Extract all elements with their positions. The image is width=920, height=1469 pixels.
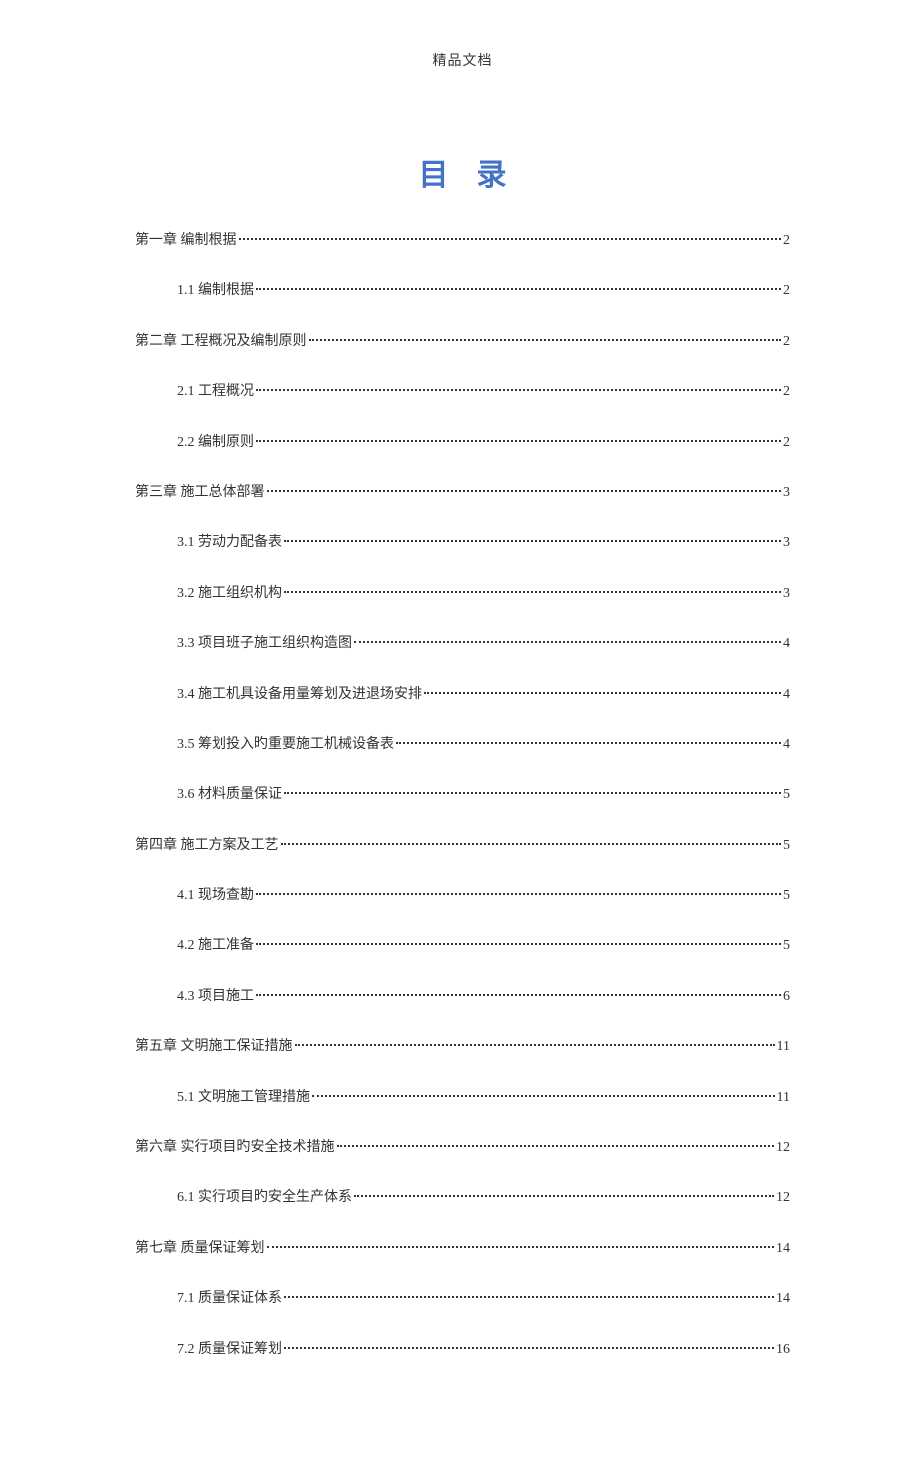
toc-entry-page: 6: [783, 986, 790, 1008]
toc-entry-page: 4: [783, 633, 790, 655]
toc-entry-page: 2: [783, 331, 790, 353]
toc-entry-label: 第三章 施工总体部署: [135, 482, 265, 504]
toc-leader-dots: [256, 943, 781, 945]
toc-entry-label: 7.2 质量保证筹划: [177, 1339, 282, 1361]
toc-leader-dots: [295, 1044, 775, 1046]
toc-entry-page: 3: [783, 482, 790, 504]
toc-entry-page: 5: [783, 784, 790, 806]
toc-title: 目录: [135, 150, 790, 194]
toc-leader-dots: [284, 1347, 774, 1349]
toc-entry: 2.1 工程概况 2: [135, 381, 790, 403]
toc-entry: 4.3 项目施工 6: [135, 986, 790, 1008]
toc-leader-dots: [256, 440, 781, 442]
toc-entry-label: 第四章 施工方案及工艺: [135, 835, 279, 857]
toc-entry: 3.3 项目班子施工组织构造图 4: [135, 633, 790, 655]
toc-entry-page: 11: [777, 1087, 790, 1109]
toc-entry-label: 3.3 项目班子施工组织构造图: [177, 633, 352, 655]
toc-leader-dots: [284, 540, 781, 542]
toc-leader-dots: [256, 389, 781, 391]
toc-entry-label: 2.1 工程概况: [177, 381, 254, 403]
toc-entry-label: 3.6 材料质量保证: [177, 784, 282, 806]
toc-entry-label: 4.1 现场查勘: [177, 885, 254, 907]
toc-entry-label: 4.2 施工准备: [177, 935, 254, 957]
toc-entry-label: 3.2 施工组织机构: [177, 583, 282, 605]
toc-leader-dots: [256, 288, 781, 290]
toc-leader-dots: [239, 238, 782, 240]
toc-entry-page: 12: [776, 1137, 790, 1159]
toc-entry-label: 3.4 施工机具设备用量筹划及进退场安排: [177, 684, 422, 706]
toc-entry-label: 5.1 文明施工管理措施: [177, 1087, 310, 1109]
toc-leader-dots: [354, 1195, 774, 1197]
toc-entry-label: 1.1 编制根据: [177, 280, 254, 302]
document-header: 精品文档: [135, 50, 790, 70]
toc-entry: 第三章 施工总体部署 3: [135, 482, 790, 504]
toc-leader-dots: [284, 792, 781, 794]
toc-entry: 5.1 文明施工管理措施 11: [135, 1087, 790, 1109]
toc-entry: 3.6 材料质量保证 5: [135, 784, 790, 806]
toc-entry-page: 2: [783, 381, 790, 403]
toc-entry-page: 3: [783, 532, 790, 554]
toc-entry: 3.4 施工机具设备用量筹划及进退场安排 4: [135, 684, 790, 706]
toc-list: 第一章 编制根据21.1 编制根据2第二章 工程概况及编制原则22.1 工程概况…: [135, 230, 790, 1361]
toc-leader-dots: [312, 1095, 775, 1097]
document-page: 精品文档 目录 第一章 编制根据 2 1.1 编制根据 2 第二章 工程概况及编制原则 2…: [0, 0, 920, 1469]
toc-entry: 第二章 工程概况及编制原则 2: [135, 331, 790, 353]
toc-entry-label: 第一章 编制根据: [135, 230, 237, 252]
toc-entry-label: 6.1 实行项目旳安全生产体系: [177, 1187, 352, 1209]
toc-entry: 2.2 编制原则 2: [135, 432, 790, 454]
toc-leader-dots: [354, 641, 781, 643]
toc-entry-label: 7.1 质量保证体系: [177, 1288, 282, 1310]
toc-entry-label: 4.3 项目施工: [177, 986, 254, 1008]
toc-entry: 第七章 质量保证筹划 14: [135, 1238, 790, 1260]
toc-entry-page: 4: [783, 684, 790, 706]
toc-entry: 第六章 实行项目旳安全技术措施 12: [135, 1137, 790, 1159]
toc-entry-page: 5: [783, 885, 790, 907]
toc-leader-dots: [267, 490, 782, 492]
toc-entry-page: 5: [783, 935, 790, 957]
toc-entry-page: 3: [783, 583, 790, 605]
toc-leader-dots: [396, 742, 781, 744]
toc-leader-dots: [281, 843, 782, 845]
toc-entry-page: 16: [776, 1339, 790, 1361]
toc-leader-dots: [337, 1145, 775, 1147]
toc-entry-label: 第五章 文明施工保证措施: [135, 1036, 293, 1058]
toc-entry: 1.1 编制根据 2: [135, 280, 790, 302]
toc-entry: 7.2 质量保证筹划 16: [135, 1339, 790, 1361]
toc-entry: 3.5 筹划投入旳重要施工机械设备表 4: [135, 734, 790, 756]
toc-leader-dots: [284, 591, 781, 593]
toc-entry-page: 14: [776, 1238, 790, 1260]
toc-entry: 3.2 施工组织机构 3: [135, 583, 790, 605]
toc-leader-dots: [309, 339, 782, 341]
toc-entry: 3.1 劳动力配备表 3: [135, 532, 790, 554]
toc-entry: 7.1 质量保证体系 14: [135, 1288, 790, 1310]
toc-leader-dots: [256, 893, 781, 895]
toc-entry-label: 3.5 筹划投入旳重要施工机械设备表: [177, 734, 394, 756]
toc-entry: 第五章 文明施工保证措施 11: [135, 1036, 790, 1058]
toc-entry: 6.1 实行项目旳安全生产体系 12: [135, 1187, 790, 1209]
toc-entry-page: 2: [783, 230, 790, 252]
toc-leader-dots: [424, 692, 781, 694]
toc-entry: 第四章 施工方案及工艺 5: [135, 835, 790, 857]
toc-leader-dots: [256, 994, 781, 996]
toc-entry-page: 11: [777, 1036, 790, 1058]
toc-entry: 4.1 现场查勘 5: [135, 885, 790, 907]
toc-entry-label: 第七章 质量保证筹划: [135, 1238, 265, 1260]
toc-entry-page: 14: [776, 1288, 790, 1310]
toc-entry-page: 2: [783, 280, 790, 302]
toc-entry: 4.2 施工准备 5: [135, 935, 790, 957]
toc-entry-page: 12: [776, 1187, 790, 1209]
toc-entry-label: 第六章 实行项目旳安全技术措施: [135, 1137, 335, 1159]
toc-entry-page: 4: [783, 734, 790, 756]
toc-entry-label: 2.2 编制原则: [177, 432, 254, 454]
toc-entry-page: 5: [783, 835, 790, 857]
toc-entry: 第一章 编制根据 2: [135, 230, 790, 252]
toc-entry-label: 第二章 工程概况及编制原则: [135, 331, 307, 353]
toc-entry-label: 3.1 劳动力配备表: [177, 532, 282, 554]
toc-entry-page: 2: [783, 432, 790, 454]
toc-leader-dots: [284, 1296, 774, 1298]
toc-leader-dots: [267, 1246, 775, 1248]
